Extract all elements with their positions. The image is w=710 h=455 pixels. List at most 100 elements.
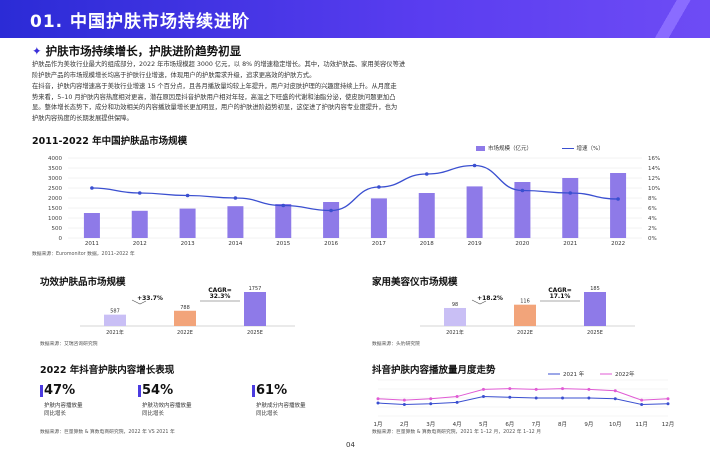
stat-marker: [138, 385, 141, 397]
series-point: [455, 400, 459, 404]
series-point: [429, 402, 433, 406]
bar: [179, 208, 196, 238]
y-tick-label: 500: [52, 226, 63, 232]
legend-label-2022: 2022年: [615, 370, 635, 378]
y2-tick-label: 0%: [648, 236, 657, 242]
x-tick-label: 2022E: [517, 330, 533, 336]
x-tick-label: 2017: [372, 241, 386, 247]
x-tick-label: 2021年: [106, 329, 124, 336]
douyin-paragraph: 在抖音，护肤内容增速高于美妆行业增速 15 个百分点，且各月播放量均较上年提升，…: [32, 82, 682, 124]
market-size-chart: 0 500 1000 1500 2000 2500 3000 3500 4000 0% 2% 4% 6%…: [48, 156, 660, 247]
stat-value: 61%: [256, 383, 288, 398]
x-tick-label: 2021: [563, 241, 577, 247]
x-tick-label: 2022: [611, 241, 625, 247]
x-tick-label: 6月: [505, 421, 514, 427]
cagr-value: 32.3%: [210, 293, 231, 300]
y-tick-label: 2500: [48, 186, 62, 192]
series-point: [402, 402, 406, 406]
paragraph-line: 阶护肤产品的市场规模增长均高于护肤行业增速，体现用户的护肤需求升级，追求更高效的…: [32, 71, 316, 79]
growth-point: [90, 186, 94, 190]
x-tick-label: 10月: [609, 421, 622, 427]
series-point: [508, 387, 512, 391]
series-point: [561, 387, 565, 391]
page-title: 01. 中国护肤市场持续进阶: [30, 12, 251, 32]
section-subheading: ✦ 护肤市场持续增长，护肤进阶趋势初显: [32, 43, 241, 59]
data-label: 788: [180, 305, 190, 311]
mini1-source: 数据来源：艾瑞咨询研究院: [40, 342, 98, 347]
growth-point: [568, 191, 573, 195]
series-point: [402, 398, 406, 402]
x-tick-label: 2018: [420, 241, 434, 247]
stat-value: 47%: [44, 383, 76, 398]
growth-label: +33.7%: [137, 295, 163, 302]
subheading-text: 护肤市场持续增长，护肤进阶趋势初显: [45, 44, 242, 58]
series-point: [376, 397, 380, 401]
mini2-source: 数据来源：头豹研究院: [372, 342, 420, 347]
series-point: [561, 396, 565, 400]
growth-point: [137, 191, 142, 195]
bar: [514, 304, 536, 326]
bar: [104, 314, 126, 326]
series-point: [640, 398, 644, 402]
x-tick-label: 2016: [324, 241, 338, 247]
bar: [174, 310, 196, 326]
legend-line-label: 增速（%）: [576, 146, 604, 152]
series-point: [429, 397, 433, 401]
x-tick-label: 3月: [426, 421, 435, 427]
cagr-label: CAGR=: [548, 287, 572, 294]
growth-arrow: [131, 299, 147, 305]
bar: [514, 182, 531, 238]
main-chart-title: 2011-2022 年中国护肤品市场规模: [32, 136, 188, 147]
series-point: [587, 387, 591, 391]
monthly-title: 抖音护肤内容播放量月度走势: [372, 365, 496, 376]
x-tick-label: 2021年: [446, 329, 464, 336]
y-tick-label: 3000: [48, 176, 62, 182]
x-tick-label: 2月: [400, 421, 409, 427]
bar: [584, 292, 606, 326]
data-label: 98: [452, 302, 458, 308]
bar: [244, 292, 266, 326]
paragraph-line: 护肤内容热度的长期发展提供保障。: [32, 114, 133, 122]
main-chart-legend: 市场规模（亿元） 增速（%）: [476, 144, 604, 152]
y2-tick-label: 12%: [648, 176, 660, 182]
stat-marker: [252, 385, 255, 397]
efficacy-skincare-chart: 587 2021年 788 2022E 1757 2025E +33.7% CAGR=32.3…: [80, 286, 295, 336]
cagr-value: 17.1%: [550, 293, 571, 300]
bar: [227, 206, 244, 238]
stat-efficacy: 54% 护肤功效内容播放量 同比增长: [138, 383, 192, 417]
bar: [562, 178, 579, 238]
y-tick-label: 1500: [48, 206, 62, 212]
stat-value: 54%: [142, 383, 174, 398]
douyin-source: 数据来源：巨量算数 & 算数电商研究院，2022 年 VS 2021 年: [40, 430, 175, 435]
series-line: [377, 396, 669, 405]
x-tick-label: 2012: [133, 241, 147, 247]
series-point: [376, 401, 380, 405]
growth-arrow: [471, 299, 487, 305]
x-tick-label: 1月: [374, 421, 383, 427]
x-tick-label: 11月: [635, 421, 648, 427]
y-tick-label: 0: [59, 236, 63, 242]
x-tick-label: 5月: [479, 421, 488, 427]
series-line: [377, 388, 669, 401]
growth-point: [520, 188, 525, 193]
data-label: 587: [110, 309, 120, 315]
y-tick-label: 3500: [48, 166, 62, 172]
x-tick-label: 9月: [584, 421, 593, 427]
series-point: [640, 402, 644, 406]
stat-playback: 47% 护肤内容播放量 同比增长: [40, 383, 83, 417]
paragraph-line: 护肤品作为美妆行业最大的组成部分，2022 年市场规模超 3000 亿元，以 8…: [32, 61, 406, 68]
stat-marker: [40, 385, 43, 397]
series-point: [508, 395, 512, 399]
stat-label: 护肤内容播放量 同比增长: [44, 403, 83, 417]
x-tick-label: 2013: [181, 241, 195, 247]
bar: [466, 186, 483, 238]
x-tick-label: 2014: [228, 241, 242, 247]
paragraph-line: 在抖音，护肤内容增速高于美妆行业增速 15 个百分点，且各月播放量均较上年提升，…: [32, 83, 397, 90]
x-tick-label: 12月: [662, 421, 675, 427]
monthly-playback-chart: 1月 2月 3月 4月 5月 6月 7月 8月 9月 10月 11月 12月 2021 年 2022年: [374, 370, 675, 427]
bar: [418, 193, 435, 238]
x-tick-label: 8月: [558, 421, 567, 427]
y-tick-label: 1000: [48, 216, 62, 222]
x-tick-label: 2025E: [587, 330, 603, 336]
bar: [131, 210, 148, 238]
